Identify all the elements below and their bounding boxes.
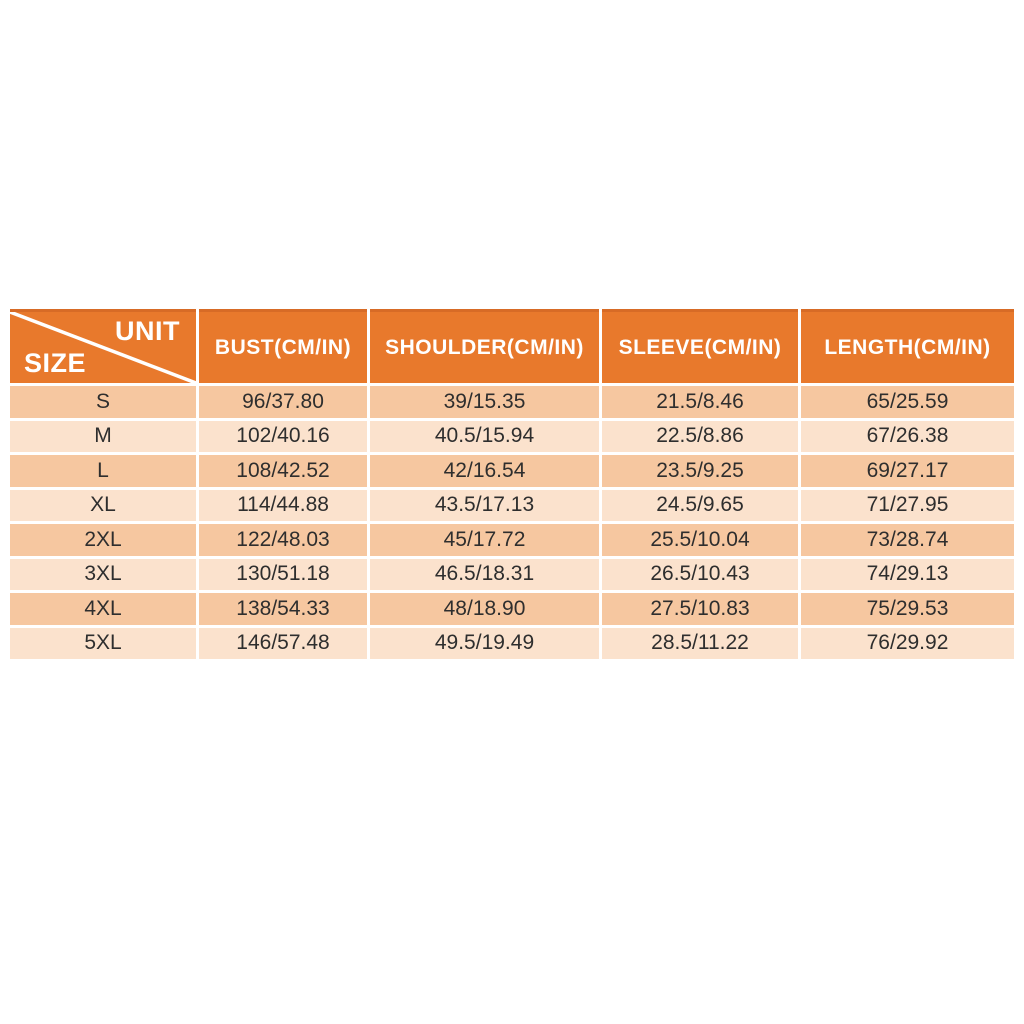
corner-header-cell: UNIT SIZE (10, 309, 196, 383)
size-cell-xl: XL (10, 489, 196, 521)
shoulder-cell-3xl: 46.5/18.31 (370, 558, 599, 590)
shoulder-cell-4xl: 48/18.90 (370, 593, 599, 625)
shoulder-cell-s: 39/15.35 (370, 386, 599, 418)
bust-cell-3xl: 130/51.18 (199, 558, 367, 590)
size-cell-m: M (10, 420, 196, 452)
bust-cell-l: 108/42.52 (199, 455, 367, 487)
bust-cell-m: 102/40.16 (199, 420, 367, 452)
column-header-shoulder: SHOULDER(CM/IN) (370, 309, 599, 383)
length-cell-4xl: 75/29.53 (801, 593, 1014, 625)
bust-cell-4xl: 138/54.33 (199, 593, 367, 625)
shoulder-cell-l: 42/16.54 (370, 455, 599, 487)
length-cell-5xl: 76/29.92 (801, 627, 1014, 659)
size-cell-5xl: 5XL (10, 627, 196, 659)
size-cell-s: S (10, 386, 196, 418)
corner-size-label: SIZE (24, 348, 87, 378)
sleeve-cell-l: 23.5/9.25 (602, 455, 798, 487)
sleeve-cell-xl: 24.5/9.65 (602, 489, 798, 521)
bust-cell-2xl: 122/48.03 (199, 524, 367, 556)
size-cell-2xl: 2XL (10, 524, 196, 556)
length-cell-xl: 71/27.95 (801, 489, 1014, 521)
shoulder-cell-xl: 43.5/17.13 (370, 489, 599, 521)
length-cell-2xl: 73/28.74 (801, 524, 1014, 556)
column-header-length: LENGTH(CM/IN) (801, 309, 1014, 383)
length-cell-s: 65/25.59 (801, 386, 1014, 418)
bust-cell-xl: 114/44.88 (199, 489, 367, 521)
sleeve-cell-4xl: 27.5/10.83 (602, 593, 798, 625)
size-chart-table: UNIT SIZE BUST(CM/IN) SHOULDER(CM/IN) SL… (10, 309, 1014, 659)
bust-cell-5xl: 146/57.48 (199, 627, 367, 659)
sleeve-cell-5xl: 28.5/11.22 (602, 627, 798, 659)
length-cell-3xl: 74/29.13 (801, 558, 1014, 590)
corner-unit-label: UNIT (115, 316, 180, 346)
column-header-sleeve: SLEEVE(CM/IN) (602, 309, 798, 383)
sleeve-cell-m: 22.5/8.86 (602, 420, 798, 452)
length-cell-l: 69/27.17 (801, 455, 1014, 487)
shoulder-cell-m: 40.5/15.94 (370, 420, 599, 452)
size-cell-4xl: 4XL (10, 593, 196, 625)
sleeve-cell-s: 21.5/8.46 (602, 386, 798, 418)
size-cell-3xl: 3XL (10, 558, 196, 590)
shoulder-cell-5xl: 49.5/19.49 (370, 627, 599, 659)
diagonal-divider (10, 312, 196, 383)
column-header-bust: BUST(CM/IN) (199, 309, 367, 383)
sleeve-cell-2xl: 25.5/10.04 (602, 524, 798, 556)
sleeve-cell-3xl: 26.5/10.43 (602, 558, 798, 590)
shoulder-cell-2xl: 45/17.72 (370, 524, 599, 556)
length-cell-m: 67/26.38 (801, 420, 1014, 452)
size-cell-l: L (10, 455, 196, 487)
bust-cell-s: 96/37.80 (199, 386, 367, 418)
